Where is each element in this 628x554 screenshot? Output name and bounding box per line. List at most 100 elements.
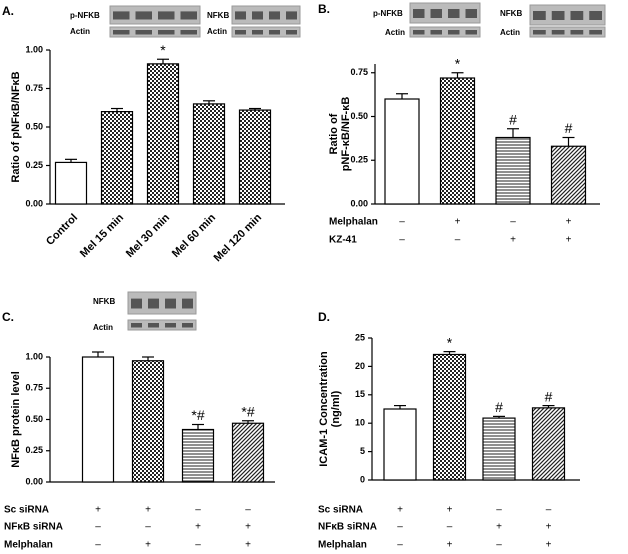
annotation: #	[545, 388, 553, 404]
blot-band	[231, 26, 301, 38]
blot-label: Actin	[93, 323, 113, 332]
annotation: *	[455, 55, 461, 71]
blot-lane	[413, 30, 425, 35]
y-tick-label: 0.25	[350, 155, 368, 165]
condition-sign: +	[496, 522, 502, 533]
blot-lane	[448, 9, 460, 18]
annotation: #	[509, 111, 517, 127]
condition-sign: –	[195, 505, 201, 516]
y-tick-label: 0.00	[350, 198, 368, 208]
panel-label: D.	[318, 310, 330, 324]
condition-label: Melphalan	[329, 217, 378, 228]
condition-sign: +	[546, 522, 552, 533]
annotation: #	[495, 399, 503, 415]
y-tick-label: 20	[355, 361, 365, 371]
blot-lane	[252, 11, 263, 20]
blot-lane	[589, 30, 602, 35]
condition-sign: –	[447, 522, 453, 533]
condition-sign: –	[95, 522, 101, 533]
blot-lane	[148, 298, 159, 309]
blot-lane	[551, 11, 565, 20]
blot-band	[127, 319, 197, 331]
blot-lane	[413, 9, 425, 18]
bar	[231, 422, 265, 483]
blot-lane	[113, 11, 130, 20]
bar	[384, 98, 420, 205]
y-tick-label: 15	[355, 389, 365, 399]
bar	[181, 428, 215, 483]
condition-sign: +	[95, 505, 101, 516]
x-tick-label: Mel 15 min	[78, 211, 126, 259]
blot-lane	[165, 323, 176, 328]
y-tick-label: 0.50	[25, 414, 43, 424]
blot-band	[231, 5, 301, 25]
blot-lane	[182, 323, 193, 328]
blot-lane	[135, 30, 152, 35]
condition-sign: –	[496, 540, 502, 551]
condition-sign: –	[399, 217, 405, 228]
y-tick-label: 5	[360, 446, 365, 456]
blot-lane	[165, 298, 176, 309]
condition-sign: +	[447, 505, 453, 516]
x-tick-label: Mel 60 min	[170, 211, 218, 259]
y-tick-label: 10	[355, 418, 365, 428]
condition-label: KZ-41	[329, 235, 357, 246]
condition-sign: +	[447, 540, 453, 551]
y-tick-label: 1.00	[25, 44, 43, 54]
blot-lane	[252, 30, 263, 35]
condition-sign: –	[245, 505, 251, 516]
bar	[81, 356, 115, 483]
blot-lane	[533, 30, 546, 35]
condition-label: NFκB siRNA	[4, 522, 63, 533]
blot-lane	[465, 9, 477, 18]
panel-label: A.	[2, 4, 14, 18]
y-tick-label: 0	[360, 474, 365, 484]
blot-lane	[448, 30, 460, 35]
bar	[238, 109, 272, 205]
blot-lane	[269, 30, 280, 35]
y-axis-label: pNF-κB/NF-κB	[340, 97, 352, 172]
annotation: #	[565, 120, 573, 136]
blot-band	[529, 4, 606, 26]
bar	[495, 136, 531, 205]
blot-band	[529, 26, 606, 38]
condition-sign: –	[510, 217, 516, 228]
condition-sign: +	[245, 540, 251, 551]
y-tick-label: 0.00	[25, 476, 43, 486]
blot-band	[409, 2, 481, 24]
blot-label: Actin	[385, 28, 405, 37]
blot-lane	[131, 298, 142, 309]
condition-sign: +	[195, 522, 201, 533]
y-axis-label: ICAM-1 Concentration	[318, 351, 330, 467]
blot-lane	[235, 11, 246, 20]
blot-lane	[551, 30, 565, 35]
y-tick-label: 0.75	[350, 67, 368, 77]
blot-label: NFKB	[500, 9, 522, 18]
y-tick-label: 0.25	[25, 160, 43, 170]
condition-sign: +	[145, 540, 151, 551]
y-axis-label: Ratio of	[328, 113, 340, 154]
condition-sign: +	[566, 235, 572, 246]
condition-sign: –	[546, 505, 552, 516]
condition-sign: –	[95, 540, 101, 551]
blot-lane	[135, 11, 152, 20]
condition-sign: +	[245, 522, 251, 533]
blot-lane	[148, 323, 159, 328]
blot-lane	[533, 11, 546, 20]
blot-band	[109, 5, 201, 25]
blot-lane	[465, 30, 477, 35]
bar	[100, 110, 134, 205]
y-axis-label: NFκB protein level	[10, 371, 22, 468]
condition-sign: +	[546, 540, 552, 551]
condition-sign: –	[397, 540, 403, 551]
annotation: *#	[191, 407, 204, 423]
blot-lane	[286, 11, 297, 20]
condition-sign: +	[566, 217, 572, 228]
x-tick-label: Mel 120 min	[212, 211, 265, 264]
blot-label: Actin	[500, 28, 520, 37]
blot-lane	[570, 11, 584, 20]
bar	[482, 417, 516, 481]
y-axis-label: Ratio of pNFκB/NFκB	[10, 71, 22, 182]
x-tick-label: Mel 30 min	[124, 211, 172, 259]
